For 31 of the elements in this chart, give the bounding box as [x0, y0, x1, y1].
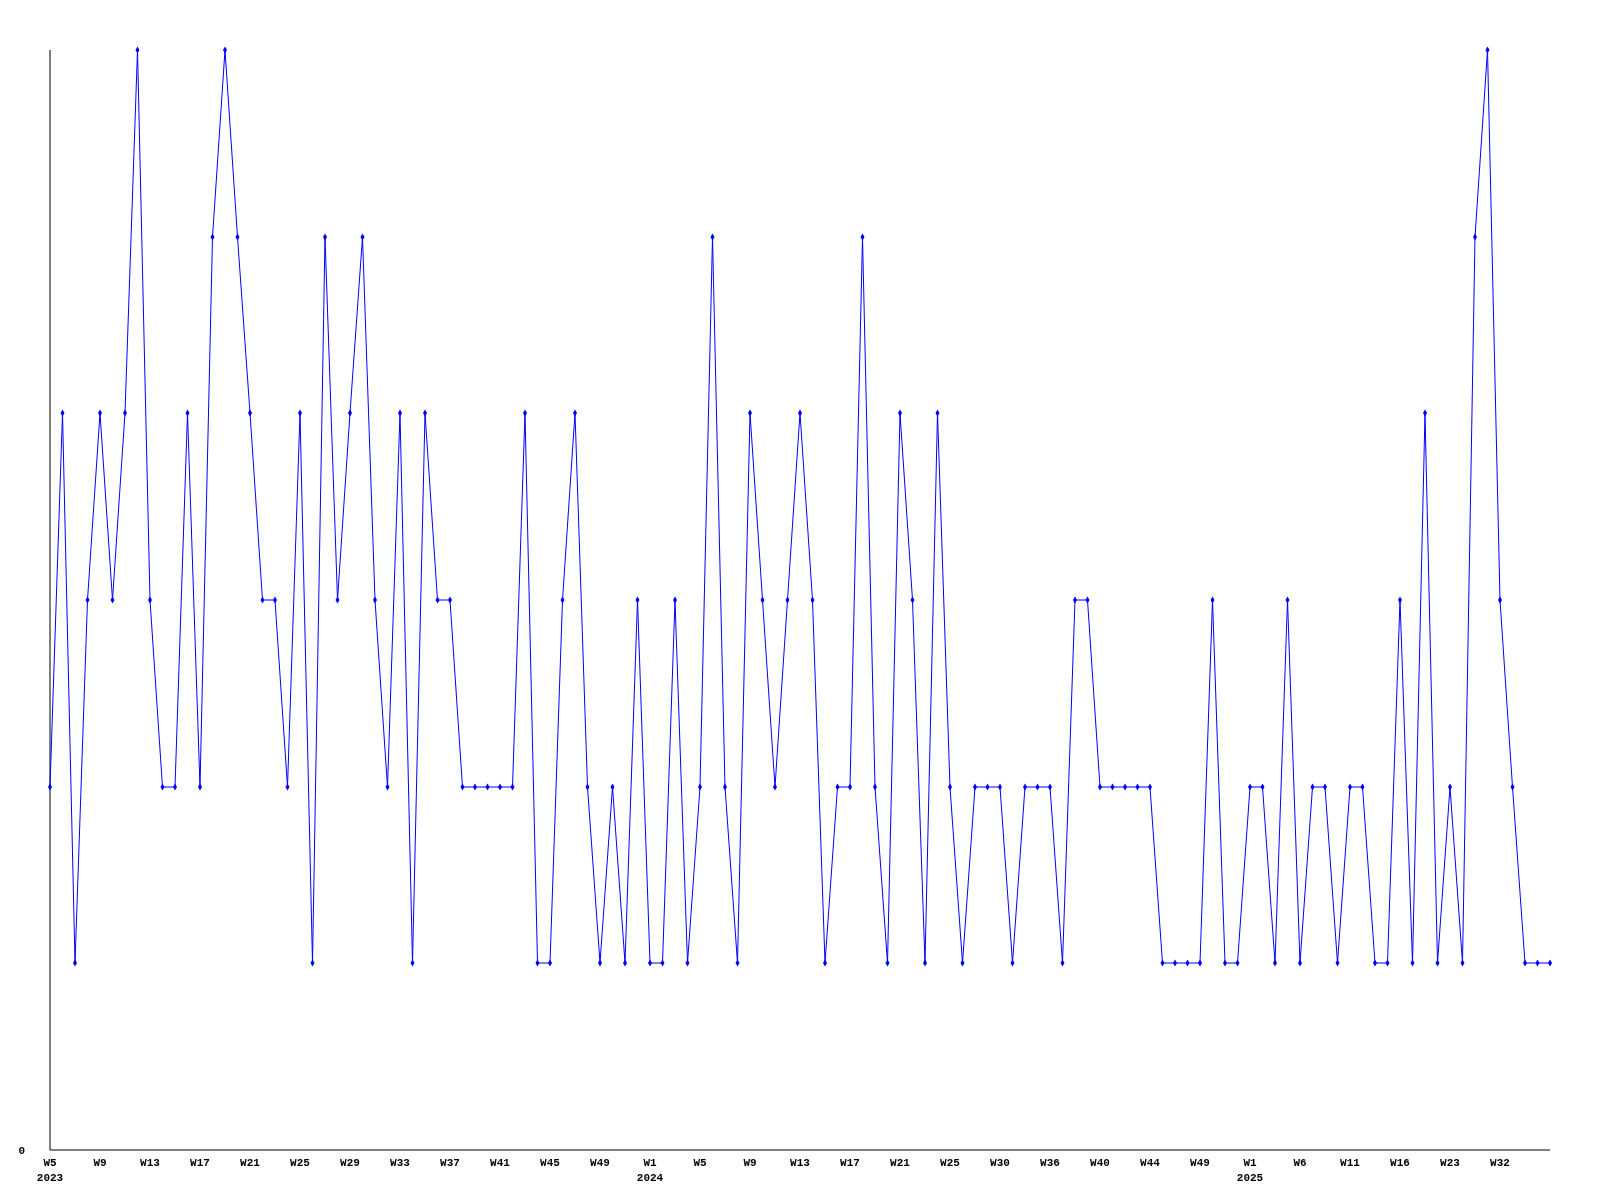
x-tick-label: W36: [1040, 1157, 1060, 1169]
x-tick-label: W11: [1340, 1157, 1361, 1169]
text: 0: [18, 1145, 25, 1157]
x-tick-label: W17: [190, 1157, 210, 1169]
x-tick-label: W1 2024: [636, 1157, 664, 1184]
x-tick-label: W49: [1190, 1157, 1210, 1169]
x-tick-label: W37: [440, 1157, 460, 1169]
x-tick-label: W45: [540, 1157, 561, 1169]
x-tick-label: W49: [590, 1157, 610, 1169]
x-tick-label: W21: [890, 1157, 911, 1169]
x-tick-label: W17: [840, 1157, 860, 1169]
x-tick-label: W16: [1390, 1157, 1410, 1169]
x-tick-label: W5 2023: [36, 1157, 64, 1184]
x-tick-label: W30: [990, 1157, 1010, 1169]
x-tick-label: W5: [693, 1157, 707, 1169]
x-tick-label: W25: [290, 1157, 311, 1169]
x-tick-label: W13: [790, 1157, 811, 1169]
x-tick-label: W40: [1090, 1157, 1110, 1169]
x-tick-label: W1 2025: [1236, 1157, 1264, 1184]
x-tick-label: W23: [1440, 1157, 1461, 1169]
x-tick-label: W21: [240, 1157, 261, 1169]
x-tick-label: W9: [93, 1157, 107, 1169]
x-tick-label: W29: [340, 1157, 360, 1169]
x-tick-label: W33: [390, 1157, 411, 1169]
x-tick-label: W44: [1140, 1157, 1161, 1169]
x-tick-label: W25: [940, 1157, 961, 1169]
x-tick-label: W9: [743, 1157, 757, 1169]
x-tick-label: W41: [490, 1157, 511, 1169]
x-tick-label: W13: [140, 1157, 161, 1169]
x-tick-label: W6: [1293, 1157, 1307, 1169]
x-tick-label: W32: [1490, 1157, 1510, 1169]
